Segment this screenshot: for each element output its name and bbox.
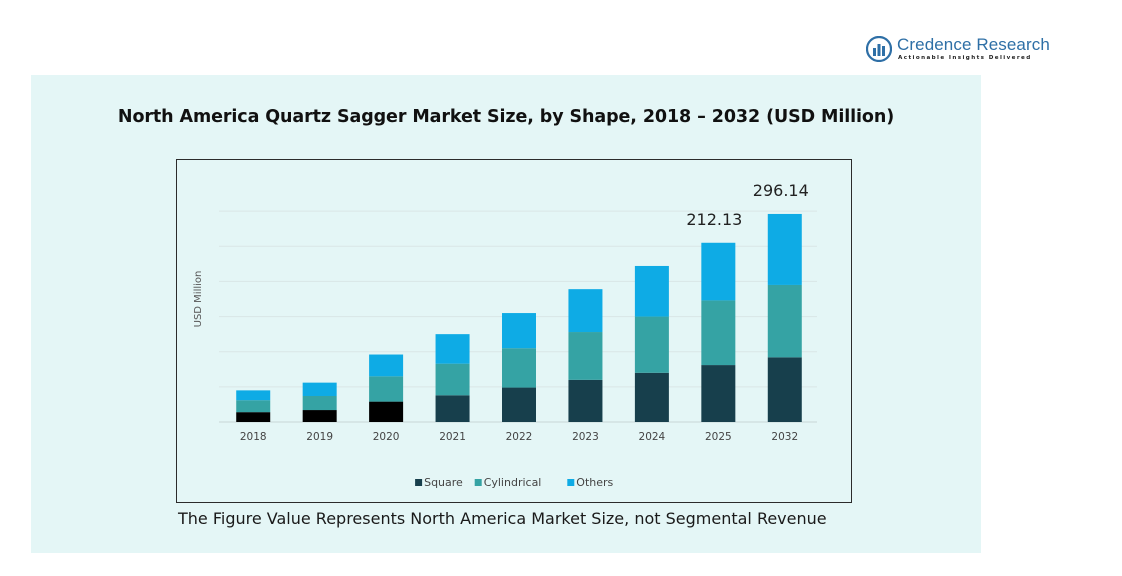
bar-cylindrical-2024 (634, 316, 669, 373)
x-tick-label: 2021 (439, 431, 466, 443)
bar-others-2025 (701, 242, 736, 301)
chart-title: North America Quartz Sagger Market Size,… (117, 107, 895, 127)
x-tick-label: 2019 (306, 431, 333, 443)
legend-swatch-cylindrical (474, 479, 482, 486)
bar-cylindrical-2032 (767, 284, 802, 358)
bar-square-2022 (502, 387, 536, 422)
x-tick-label: 2023 (572, 431, 599, 443)
bar-total-label-2032: 296.14 (753, 181, 809, 200)
chart-panel: North America Quartz Sagger Market Size,… (31, 75, 981, 553)
bar-square-2019 (302, 410, 337, 422)
bar-square-2023 (568, 379, 603, 422)
bar-cylindrical-2022 (502, 348, 536, 388)
legend-label-others: Others (576, 476, 613, 489)
bar-others-2019 (302, 382, 337, 396)
y-axis-label: USD Million (193, 271, 204, 328)
bar-cylindrical-2025 (701, 300, 736, 366)
brand-tagline: Actionable Insights Delivered (898, 55, 1032, 61)
legend-swatch-others (567, 479, 575, 486)
legend-label-cylindrical: Cylindrical (484, 476, 542, 489)
bar-cylindrical-2019 (302, 395, 337, 411)
legend-label-square: Square (424, 476, 463, 489)
chart-footnote: The Figure Value Represents North Americ… (178, 509, 827, 528)
bar-square-2021 (435, 395, 470, 422)
legend-swatch-square (415, 479, 423, 486)
bar-others-2022 (502, 313, 536, 349)
bar-square-2018 (236, 412, 271, 422)
x-tick-label: 2024 (639, 431, 666, 443)
bar-total-label-2025: 212.13 (686, 210, 742, 229)
brand-name: Credence Research (897, 35, 1050, 54)
bar-others-2018 (236, 390, 271, 401)
bar-others-2032 (767, 213, 802, 285)
bar-cylindrical-2018 (236, 400, 271, 413)
bar-others-2021 (435, 334, 470, 364)
brand-logo-icon (866, 36, 892, 62)
brand-logo: Credence Research Actionable Insights De… (866, 34, 1050, 66)
bar-square-2025 (701, 365, 736, 422)
x-tick-label: 2020 (373, 431, 400, 443)
bar-others-2023 (568, 289, 603, 333)
plot-area: USD Million 2018 2019 2020 2021 2022 2023 2024 2… (193, 181, 817, 489)
bar-others-2024 (634, 265, 669, 317)
x-tick-label: 2022 (506, 431, 533, 443)
x-tick-label: 2032 (771, 431, 798, 443)
bar-square-2020 (369, 401, 404, 422)
bar-cylindrical-2020 (369, 376, 404, 402)
bar-cylindrical-2021 (435, 363, 470, 396)
plot-frame: USD Million 2018 2019 2020 2021 2022 2023 2024 2… (176, 159, 852, 503)
x-tick-label: 2025 (705, 431, 732, 443)
bar-cylindrical-2023 (568, 332, 603, 380)
bar-others-2020 (369, 354, 404, 377)
bar-square-2032 (767, 357, 802, 422)
x-tick-label: 2018 (240, 431, 267, 443)
bar-square-2024 (634, 372, 669, 422)
